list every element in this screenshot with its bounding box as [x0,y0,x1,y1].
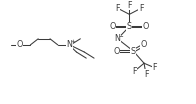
Text: O: O [141,40,147,49]
Text: F: F [139,4,143,13]
Text: N: N [67,40,73,49]
Text: F: F [115,4,120,13]
Text: S: S [127,22,132,31]
Text: F: F [153,63,157,72]
Text: F: F [132,67,136,76]
Text: −: − [118,34,123,39]
Text: O: O [110,22,116,31]
Text: S: S [131,46,136,56]
Text: O: O [113,46,120,56]
Text: F: F [144,70,148,79]
Text: F: F [127,1,132,10]
Text: O: O [143,22,149,31]
Text: O: O [16,40,23,49]
Text: N: N [115,34,121,43]
Text: +: + [70,39,75,44]
